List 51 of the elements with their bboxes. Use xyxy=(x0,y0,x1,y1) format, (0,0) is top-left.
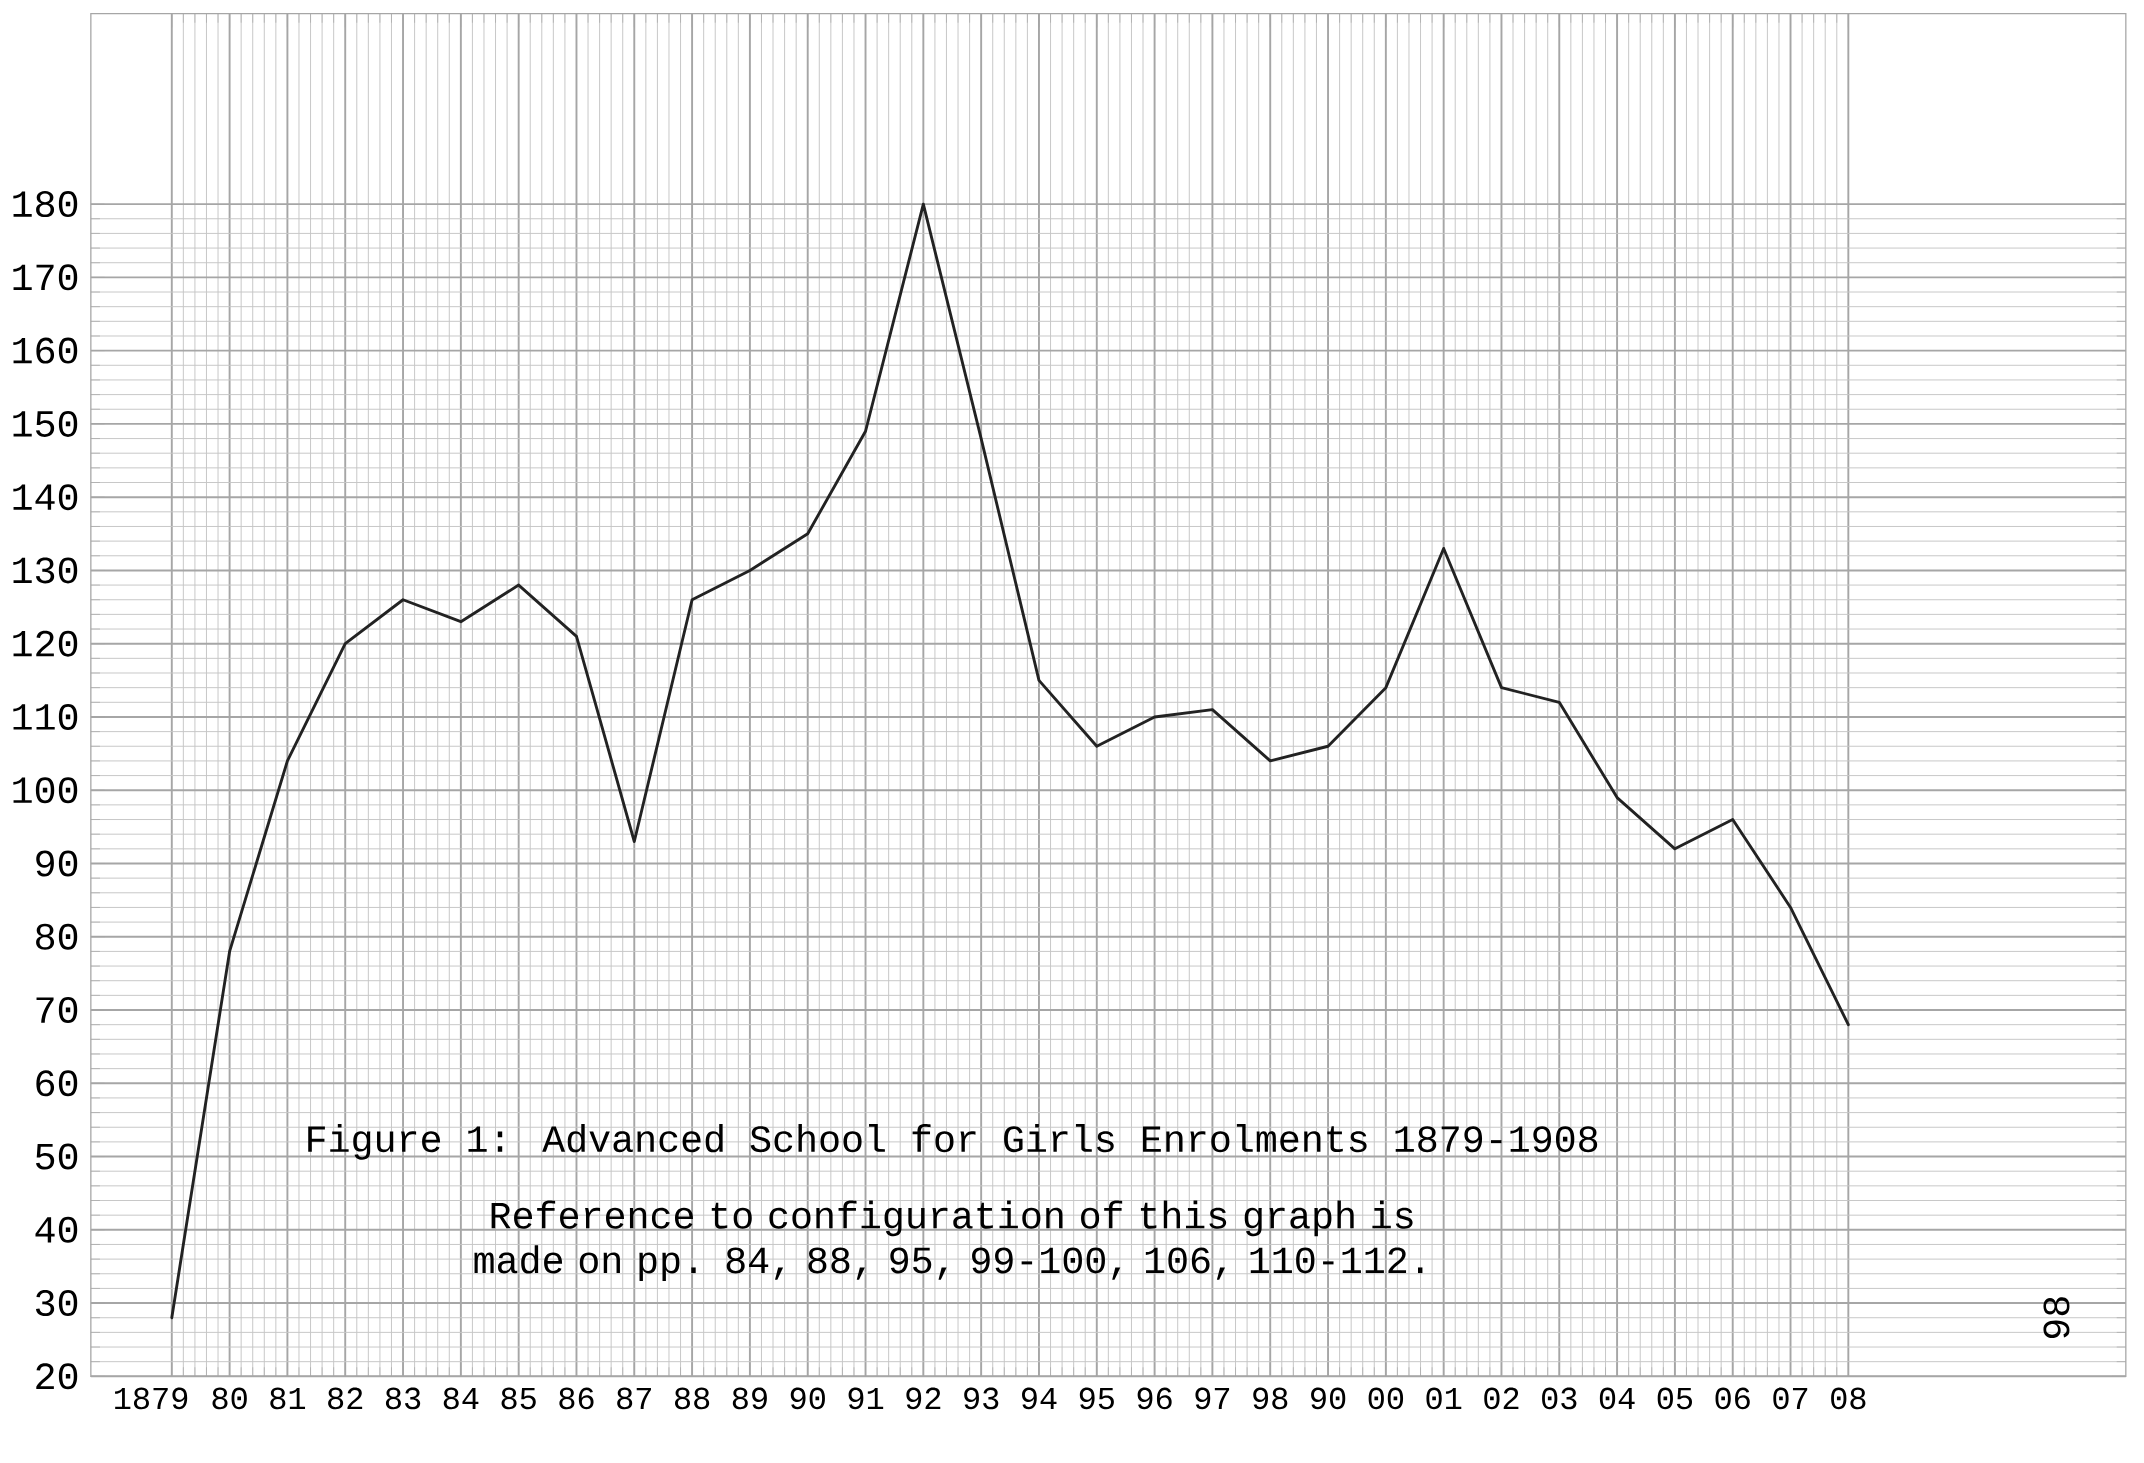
x-tick-label: 04 xyxy=(1599,1387,1635,1410)
y-tick-label: 140 xyxy=(13,484,78,511)
x-tick-label: 91 xyxy=(848,1387,884,1410)
y-tick-label: 150 xyxy=(13,411,78,438)
y-tick-label: 180 xyxy=(13,191,78,218)
y-tick-label: 90 xyxy=(36,850,78,877)
x-tick-label: 93 xyxy=(964,1387,999,1410)
x-tick-label: 96 xyxy=(1137,1387,1172,1410)
x-tick-label: 98 xyxy=(1253,1387,1288,1410)
line-series xyxy=(170,202,1850,1320)
x-tick-label: 82 xyxy=(328,1387,363,1410)
y-tick-label: 100 xyxy=(13,777,78,804)
x-tick-label: 89 xyxy=(732,1387,767,1410)
x-tick-label: 80 xyxy=(212,1387,247,1410)
y-tick-label: 170 xyxy=(13,264,78,291)
y-tick-label: 160 xyxy=(13,337,78,364)
x-tick-label: 03 xyxy=(1542,1387,1577,1410)
x-tick-label: 07 xyxy=(1773,1387,1808,1410)
x-tick-label: 94 xyxy=(1022,1387,1057,1410)
x-tick-label: 81 xyxy=(270,1387,306,1410)
x-tick-label: 88 xyxy=(674,1387,710,1410)
x-tick-label: 06 xyxy=(1715,1387,1750,1410)
x-tick-label: 08 xyxy=(1831,1387,1866,1410)
x-tick-label: 1879 xyxy=(115,1387,188,1410)
y-tick-label: 60 xyxy=(36,1070,78,1097)
y-tick-label: 20 xyxy=(36,1363,78,1390)
x-tick-label: 01 xyxy=(1426,1387,1462,1410)
text: 98 xyxy=(2043,1297,2070,1339)
x-tick-label: 00 xyxy=(1368,1387,1404,1410)
x-tick-label: 05 xyxy=(1657,1387,1693,1410)
y-tick-label: 80 xyxy=(36,923,78,950)
y-tick-label: 50 xyxy=(35,1143,78,1170)
text: Figure 1: Advanced School for Girls Enrolments 1879-1908 xyxy=(308,1124,1598,1160)
x-tick-label: 84 xyxy=(443,1387,479,1410)
x-tick-label: 02 xyxy=(1484,1387,1519,1410)
y-tick-label: 40 xyxy=(35,1216,78,1243)
y-tick-label: 70 xyxy=(36,997,78,1024)
x-tick-label: 85 xyxy=(501,1387,536,1410)
y-tick-label: 120 xyxy=(13,630,78,657)
x-tick-label: 86 xyxy=(559,1387,594,1410)
x-tick-label: 87 xyxy=(617,1387,651,1410)
x-tick-label: 92 xyxy=(906,1387,941,1410)
x-tick-label: 90 xyxy=(790,1387,825,1410)
y-tick-label: 30 xyxy=(35,1290,78,1317)
x-tick-label: 90 xyxy=(1311,1387,1346,1410)
y-tick-label: 130 xyxy=(13,557,78,584)
annotation: Reference to configuration of this graph is made on pp. 84, 88, 95, 99-100, 106, 110-112. xyxy=(474,1200,1423,1282)
x-tick-label: 97 xyxy=(1195,1387,1230,1410)
y-tick-label: 110 xyxy=(13,704,78,731)
x-tick-label: 83 xyxy=(385,1387,421,1410)
x-tick-label: 95 xyxy=(1079,1387,1114,1410)
